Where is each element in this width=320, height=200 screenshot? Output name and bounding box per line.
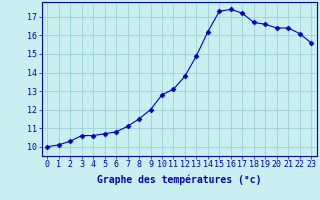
X-axis label: Graphe des températures (°c): Graphe des températures (°c): [97, 175, 261, 185]
